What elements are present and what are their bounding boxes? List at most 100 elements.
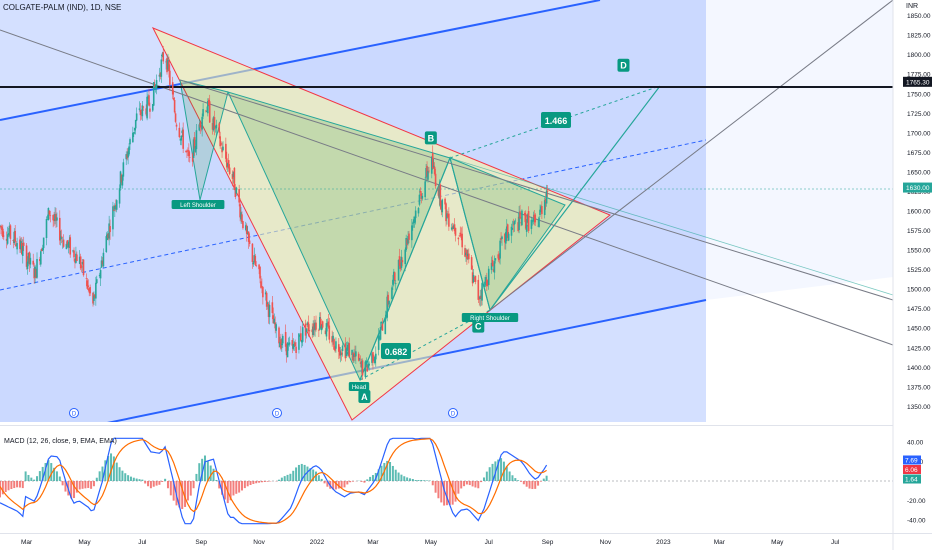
candle (254, 253, 257, 267)
pattern-labels: A B C D 0.682 1.466 Left Shoulder Head Right Sho… (171, 58, 630, 404)
ratio-label[interactable]: 0.682 (381, 343, 411, 359)
macd-bar (343, 481, 346, 488)
candle (7, 227, 10, 238)
candle (433, 162, 436, 176)
macd-bar (485, 471, 488, 481)
macd-bar (138, 479, 141, 481)
macd-bar (70, 481, 73, 499)
candle (182, 122, 184, 154)
candle (334, 345, 336, 353)
candle (122, 158, 125, 181)
macd-bar (192, 481, 195, 489)
candle (360, 358, 363, 374)
candle (41, 244, 44, 252)
candle (119, 170, 122, 191)
candle (374, 355, 376, 365)
macd-bar (360, 481, 363, 482)
candle (533, 210, 536, 226)
time-label: Jul (485, 539, 494, 546)
macd-bar (87, 481, 90, 488)
candle (399, 259, 402, 272)
macd-bar (443, 481, 446, 506)
candle (151, 103, 154, 112)
candle (543, 197, 546, 219)
candlestick-series[interactable] (0, 45, 549, 380)
macd-bar (346, 481, 349, 485)
candle (491, 255, 494, 267)
channel-upper-line[interactable] (0, 0, 601, 121)
svg-text:D: D (620, 61, 627, 71)
macd-bar (255, 481, 258, 484)
macd-bar (101, 466, 104, 481)
candle (513, 220, 516, 232)
dividend-marker[interactable]: D (272, 408, 282, 418)
candle (87, 279, 90, 293)
ratio-ac-line[interactable] (359, 309, 491, 381)
macd-bar (303, 464, 306, 481)
candle (364, 360, 367, 380)
trend-line-1[interactable] (0, 29, 893, 346)
candle (384, 310, 387, 335)
candle (61, 237, 64, 249)
candle (205, 109, 207, 113)
price-tick-label: 1725.00 (907, 111, 931, 118)
candle (288, 336, 291, 347)
macd-bar (104, 460, 107, 481)
candle (73, 247, 75, 262)
time-label: Jul (831, 539, 840, 546)
macd-bar (152, 481, 155, 487)
trend-line-3[interactable] (489, 0, 893, 311)
candle (460, 227, 463, 241)
candle (47, 207, 50, 221)
candle (300, 325, 302, 343)
candle (174, 111, 177, 124)
note-label[interactable]: Head (348, 382, 370, 391)
candle (9, 224, 12, 245)
candle (365, 357, 368, 368)
candle (22, 236, 25, 251)
macd-bar (522, 481, 525, 485)
candle (146, 91, 148, 121)
time-label: Mar (367, 539, 379, 546)
candle (357, 351, 360, 362)
dividend-marker[interactable]: D (69, 408, 79, 418)
macd-bar (306, 466, 309, 481)
candle (427, 166, 429, 183)
ratio-label[interactable]: 1.466 (541, 112, 571, 128)
note-label[interactable]: Right Shoulder (461, 313, 519, 322)
candle (129, 137, 131, 150)
candle (95, 275, 98, 284)
macd-bar (300, 463, 303, 481)
price-tags: 1765.30 1630.00 (903, 76, 932, 193)
candle (16, 237, 18, 255)
macd-bar (198, 463, 201, 481)
pattern-point-d[interactable]: D (617, 58, 630, 72)
candle (486, 272, 488, 292)
candle (20, 237, 22, 253)
macd-pane: MACD (12, 26, close, 9, EMA, EMA) (0, 437, 893, 525)
pattern-point-a[interactable]: A (358, 390, 371, 404)
candle (332, 332, 334, 345)
candle (299, 334, 301, 337)
pattern-point-b[interactable]: B (424, 131, 437, 145)
macd-bar (221, 481, 224, 495)
macd-bar (377, 469, 380, 481)
macd-bar (468, 481, 471, 486)
candle (247, 231, 250, 249)
macd-bar (394, 469, 397, 481)
symbol-header[interactable]: COLGATE-PALM (IND), 1D, NSE (3, 3, 122, 12)
trend-line-2[interactable] (179, 79, 893, 301)
dividend-marker[interactable]: D (448, 408, 458, 418)
candle (487, 266, 490, 290)
candle (207, 98, 210, 107)
macd-bar (172, 481, 175, 501)
candle (510, 223, 513, 244)
candle (46, 214, 49, 221)
note-label[interactable]: Left Shoulder (171, 200, 225, 209)
trend-line-4[interactable] (449, 157, 893, 296)
candle (400, 249, 403, 271)
price-tick-label: 1700.00 (907, 130, 931, 137)
pattern-point-c[interactable]: C (472, 319, 485, 333)
candle (92, 291, 94, 307)
